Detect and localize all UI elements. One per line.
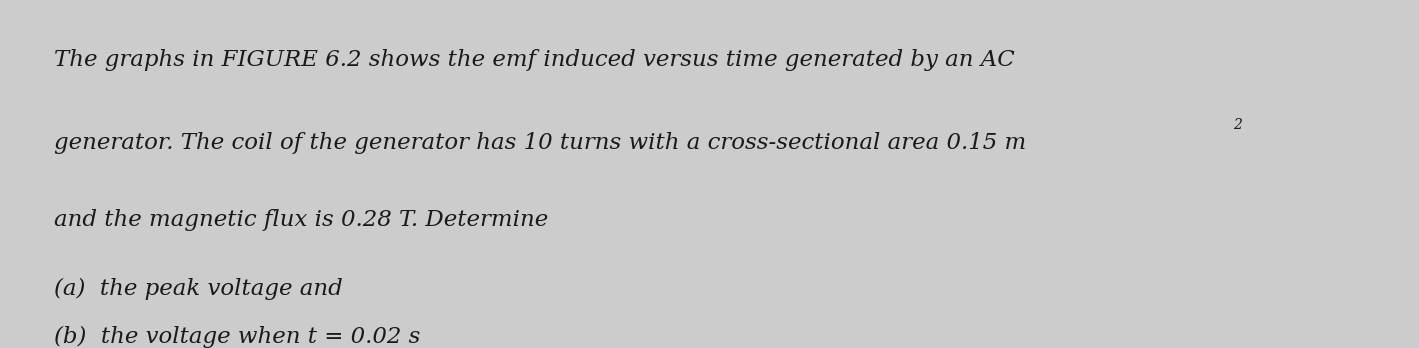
Text: 2: 2 [1233,118,1242,132]
Text: generator. The coil of the generator has 10 turns with a cross-sectional area 0.: generator. The coil of the generator has… [54,132,1026,154]
Text: The graphs in FIGURE 6.2 shows the emf induced versus time generated by an AC: The graphs in FIGURE 6.2 shows the emf i… [54,49,1015,71]
Text: (b)  the voltage when t = 0.02 s: (b) the voltage when t = 0.02 s [54,326,420,348]
Text: (a)  the peak voltage and: (a) the peak voltage and [54,278,342,300]
Text: and the magnetic flux is 0.28 T. Determine: and the magnetic flux is 0.28 T. Determi… [54,209,548,231]
